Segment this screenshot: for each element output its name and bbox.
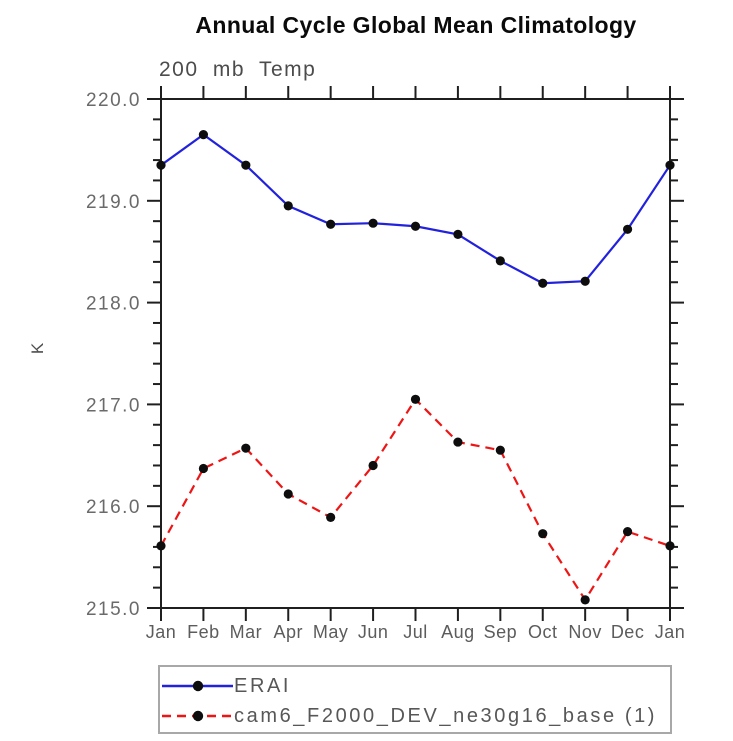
svg-text:Nov: Nov [568,622,602,642]
svg-text:Jun: Jun [358,622,389,642]
legend-label-erai: ERAI [234,674,292,697]
svg-text:Aug: Aug [441,622,475,642]
data-point [368,218,378,228]
data-point [665,541,675,551]
data-point [283,489,293,499]
data-point [326,219,336,229]
chart-subtitle: 200 mb Temp [159,58,317,81]
data-point [580,595,590,605]
data-point [156,541,166,551]
y-axis-ticks [147,98,684,609]
svg-text:Jul: Jul [403,622,428,642]
data-point [156,160,166,170]
svg-text:220.0: 220.0 [86,90,141,111]
data-point [622,224,633,234]
data-point [241,443,251,453]
svg-text:Mar: Mar [230,622,263,642]
data-point [580,276,590,286]
x-axis-ticks [160,86,671,621]
legend-label-cam6: cam6_F2000_DEV_ne30g16_base (1) [234,704,658,727]
svg-text:Jan: Jan [655,622,686,642]
x-axis-tick-labels: Jan Feb Mar Apr May Jun Jul Aug Sep Oct Nov Dec Jan [146,622,686,642]
data-point [410,221,421,231]
svg-text:219.0: 219.0 [86,192,141,213]
series-1 [156,394,675,605]
data-point [241,160,251,170]
svg-text:215.0: 215.0 [86,599,141,620]
svg-text:Sep: Sep [484,622,518,642]
svg-text:Oct: Oct [528,622,558,642]
legend-row-erai: ERAI [160,671,670,701]
data-point [410,394,421,404]
data-point [283,201,293,211]
data-point [453,229,463,239]
data-point [622,527,633,537]
series-0 [156,130,675,288]
svg-text:218.0: 218.0 [86,294,141,315]
legend-row-cam6: cam6_F2000_DEV_ne30g16_base (1) [160,701,670,731]
legend: ERAI cam6_F2000_DEV_ne30g16_base (1) [158,665,672,734]
data-point [198,130,209,140]
svg-text:Apr: Apr [273,622,303,642]
data-point [665,160,675,170]
data-point [495,256,505,266]
chart-title: Annual Cycle Global Mean Climatology [195,12,637,38]
data-point [326,512,336,522]
data-point [538,278,548,288]
svg-text:Feb: Feb [187,622,220,642]
svg-text:May: May [313,622,349,642]
legend-line-sample-cam6 [162,710,233,722]
data-point [198,463,209,474]
svg-text:216.0: 216.0 [86,497,141,518]
data-point [368,460,378,471]
data-point [538,529,548,539]
svg-text:Jan: Jan [146,622,177,642]
svg-text:Dec: Dec [611,622,645,642]
data-point [495,445,505,455]
svg-text:217.0: 217.0 [86,395,141,416]
axes-frame [160,98,671,609]
y-axis-tick-labels: 220.0 219.0 218.0 217.0 216.0 215.0 [86,90,141,620]
data-point [453,437,463,447]
legend-line-sample-erai [162,680,233,692]
